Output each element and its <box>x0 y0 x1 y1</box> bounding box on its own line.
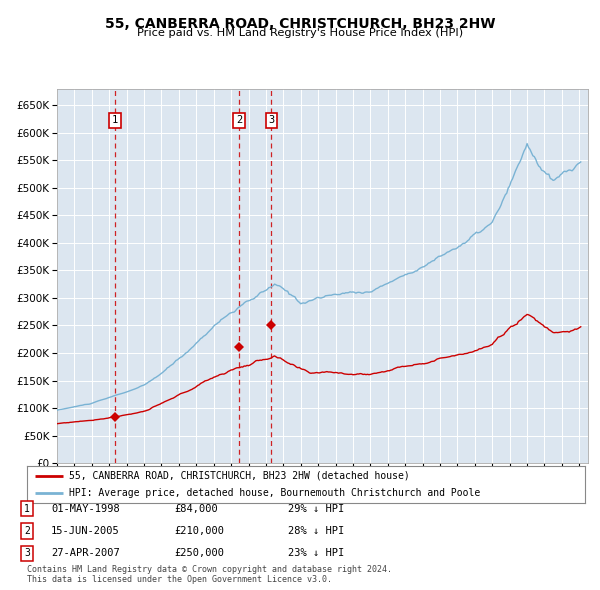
Text: 1: 1 <box>24 504 30 513</box>
Text: 55, CANBERRA ROAD, CHRISTCHURCH, BH23 2HW: 55, CANBERRA ROAD, CHRISTCHURCH, BH23 2H… <box>105 17 495 31</box>
Text: 27-APR-2007: 27-APR-2007 <box>51 549 120 558</box>
Text: 3: 3 <box>24 549 30 558</box>
Text: 1: 1 <box>112 116 118 125</box>
Text: 2: 2 <box>236 116 242 125</box>
Text: £84,000: £84,000 <box>174 504 218 513</box>
Text: £250,000: £250,000 <box>174 549 224 558</box>
Text: 28% ↓ HPI: 28% ↓ HPI <box>288 526 344 536</box>
Text: 3: 3 <box>268 116 275 125</box>
Text: 23% ↓ HPI: 23% ↓ HPI <box>288 549 344 558</box>
Text: Price paid vs. HM Land Registry's House Price Index (HPI): Price paid vs. HM Land Registry's House … <box>137 28 463 38</box>
Text: 2: 2 <box>24 526 30 536</box>
Text: 29% ↓ HPI: 29% ↓ HPI <box>288 504 344 513</box>
Text: 15-JUN-2005: 15-JUN-2005 <box>51 526 120 536</box>
Text: £210,000: £210,000 <box>174 526 224 536</box>
Text: 55, CANBERRA ROAD, CHRISTCHURCH, BH23 2HW (detached house): 55, CANBERRA ROAD, CHRISTCHURCH, BH23 2H… <box>69 471 410 481</box>
Text: Contains HM Land Registry data © Crown copyright and database right 2024.
This d: Contains HM Land Registry data © Crown c… <box>27 565 392 584</box>
Text: 01-MAY-1998: 01-MAY-1998 <box>51 504 120 513</box>
Text: HPI: Average price, detached house, Bournemouth Christchurch and Poole: HPI: Average price, detached house, Bour… <box>69 488 480 498</box>
